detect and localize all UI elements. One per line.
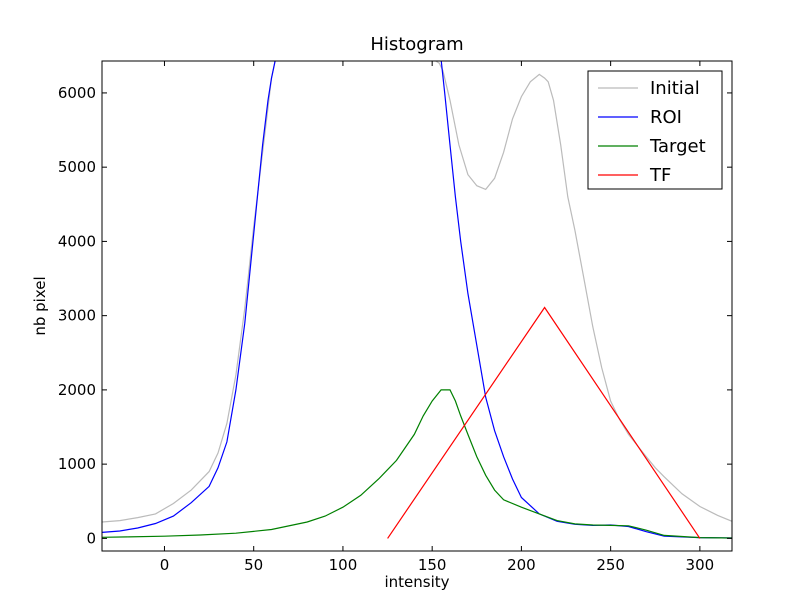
x-tick-label: 100 [329, 556, 358, 574]
x-axis-label: intensity [384, 573, 449, 591]
x-tick-label: 200 [507, 556, 536, 574]
y-tick-label: 5000 [58, 158, 96, 176]
legend-label-roi: ROI [650, 107, 682, 128]
legend-label-initial: Initial [650, 78, 700, 99]
x-tick-label: 250 [596, 556, 625, 574]
x-tick-label: 300 [686, 556, 715, 574]
legend: Initial ROI Target TF [587, 70, 723, 190]
y-tick-label: 2000 [58, 381, 96, 399]
y-tick-label: 0 [86, 529, 96, 547]
y-tick-label: 4000 [58, 232, 96, 250]
y-tick-label: 1000 [58, 455, 96, 473]
series-lines [102, 61, 732, 539]
legend-label-target: Target [649, 136, 706, 157]
plot-frame [101, 60, 733, 552]
x-tick-label: 150 [418, 556, 447, 574]
legend-box [587, 70, 723, 190]
x-axis-ticks: 0 50 100 150 200 250 300 [160, 61, 715, 574]
series-line-initial [102, 61, 732, 523]
series-line-target [102, 389, 732, 539]
chart-title: Histogram [370, 34, 463, 55]
series-line-tf [387, 306, 701, 539]
y-tick-label: 3000 [58, 307, 96, 325]
y-axis-label: nb pixel [31, 276, 49, 335]
x-tick-label: 0 [160, 556, 170, 574]
y-axis-ticks: 0 1000 2000 3000 4000 5000 6000 [58, 84, 732, 547]
legend-label-tf: TF [649, 165, 671, 186]
x-tick-label: 50 [244, 556, 263, 574]
y-tick-label: 6000 [58, 84, 96, 102]
